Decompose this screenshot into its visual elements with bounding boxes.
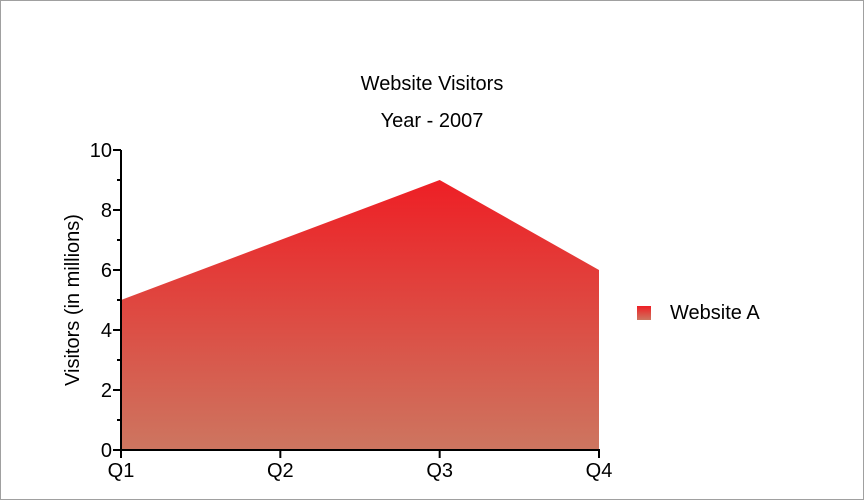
x-tick-label: Q1 <box>108 460 135 482</box>
y-tick-label: 8 <box>101 200 112 222</box>
chart-title: Website Visitors <box>361 73 504 95</box>
legend-swatch <box>637 306 651 320</box>
x-tick-label: Q4 <box>586 460 613 482</box>
y-axis-label: Visitors (in millions) <box>62 214 84 386</box>
x-tick-label: Q2 <box>267 460 294 482</box>
area-series-website-a <box>121 180 599 450</box>
y-tick-label: 4 <box>101 320 112 342</box>
y-tick-label: 6 <box>101 260 112 282</box>
y-tick-label: 10 <box>90 140 112 162</box>
y-tick-label: 2 <box>101 380 112 402</box>
x-tick-label: Q3 <box>426 460 453 482</box>
chart-subtitle: Year - 2007 <box>381 110 484 132</box>
y-tick-label: 0 <box>101 440 112 462</box>
legend-label: Website A <box>670 302 760 324</box>
legend: Website A <box>637 302 760 324</box>
